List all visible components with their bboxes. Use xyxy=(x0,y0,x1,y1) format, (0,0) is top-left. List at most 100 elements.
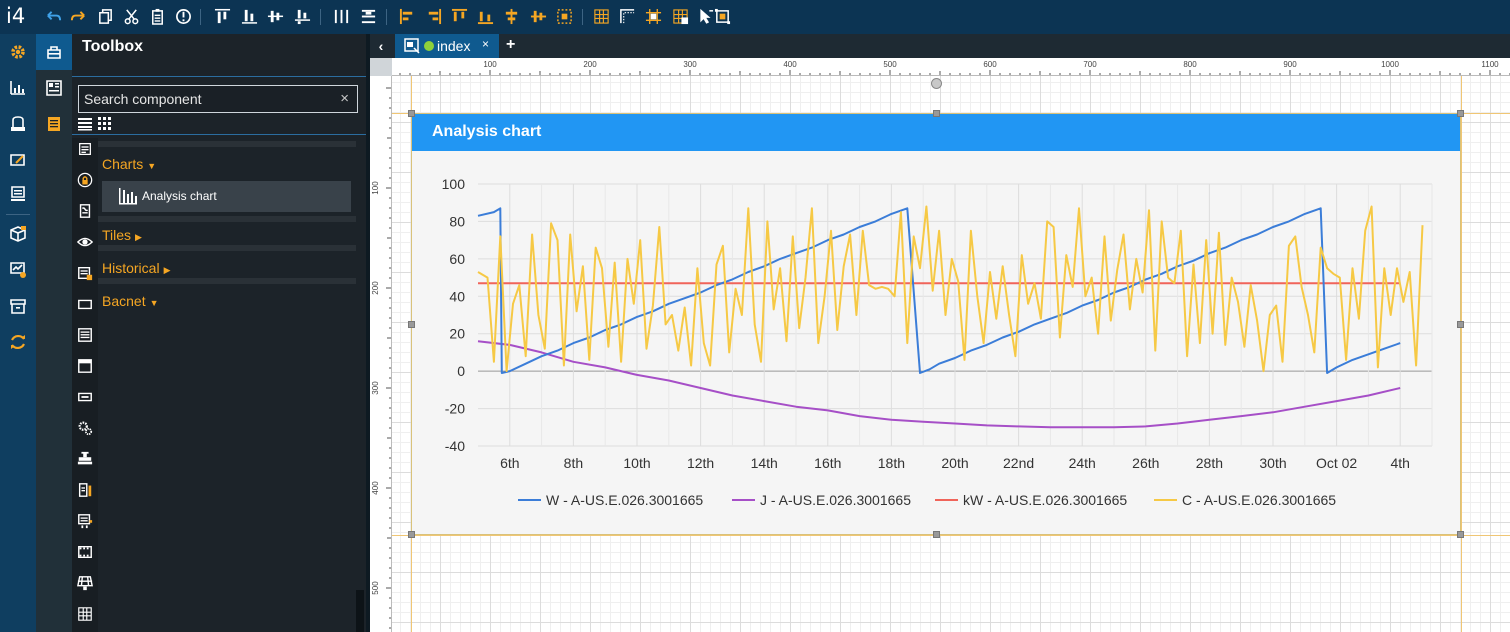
legend-label[interactable]: W - A-US.E.026.3001665 xyxy=(546,492,703,508)
component-filter-gears[interactable] xyxy=(77,420,93,436)
panel-tab-pages[interactable] xyxy=(36,106,72,142)
category-divider xyxy=(98,216,356,222)
align-bottom-button[interactable] xyxy=(241,8,258,25)
grid-view-icon[interactable] xyxy=(98,117,112,131)
align-left-button[interactable] xyxy=(399,8,416,25)
rectangle-icon xyxy=(78,299,92,310)
category-label: Tiles xyxy=(102,227,132,243)
component-filter-battery[interactable] xyxy=(77,482,93,498)
resize-handle[interactable] xyxy=(933,110,940,117)
pointer-button[interactable] xyxy=(698,8,715,25)
add-tab-button[interactable]: + xyxy=(506,36,516,53)
rail-dashboard[interactable] xyxy=(8,78,28,98)
undo-button[interactable] xyxy=(45,8,62,25)
grid-snap-button[interactable] xyxy=(672,8,689,25)
category-tiles[interactable]: Tiles ▶ xyxy=(102,227,142,243)
rail-deploy[interactable] xyxy=(8,224,28,244)
resize-handle[interactable] xyxy=(408,531,415,538)
component-filter-valve[interactable] xyxy=(77,451,93,467)
category-bacnet[interactable]: Bacnet ▼ xyxy=(102,293,159,309)
paste-button[interactable] xyxy=(149,8,166,25)
cut-button[interactable] xyxy=(123,8,140,25)
rail-edit-screen[interactable] xyxy=(8,150,28,170)
rotate-handle[interactable] xyxy=(931,78,942,89)
center-both-button[interactable] xyxy=(556,8,573,25)
align-center-bottom-button[interactable] xyxy=(477,8,494,25)
resize-handle[interactable] xyxy=(933,531,940,538)
x-tick-label: 12th xyxy=(687,455,714,471)
ruler-label: 300 xyxy=(683,60,697,69)
component-filter-list[interactable] xyxy=(77,327,93,343)
panel-tab-layout[interactable] xyxy=(36,70,72,106)
center-v-button[interactable] xyxy=(530,8,547,25)
analysis-chart-widget[interactable]: Analysis chart 100 80 60 40 20 0 -20 -40 6th 8th 1… xyxy=(411,113,1461,535)
x-tick-label: 4th xyxy=(1390,455,1409,471)
toolbox-panel: Toolbox × Charts▼ Analysis chart Tiles▶ … xyxy=(72,34,366,632)
clear-search-icon[interactable]: × xyxy=(340,90,349,107)
caret-down-icon: ▼ xyxy=(149,298,159,308)
resize-handle[interactable] xyxy=(1457,110,1464,117)
align-right-button[interactable] xyxy=(425,8,442,25)
category-divider xyxy=(98,278,356,284)
toolbar-separator xyxy=(200,9,201,25)
tab-index[interactable]: index × xyxy=(395,34,499,58)
component-filter-grid-table[interactable] xyxy=(77,606,93,622)
rail-device[interactable] xyxy=(8,114,28,134)
align-left-icon xyxy=(399,8,413,25)
align-center-top-button[interactable] xyxy=(451,8,468,25)
redo-button[interactable] xyxy=(70,8,87,25)
rail-refresh[interactable] xyxy=(8,332,28,352)
align-top-button[interactable] xyxy=(214,8,231,25)
component-filter-film[interactable] xyxy=(77,544,93,560)
resize-handle[interactable] xyxy=(408,321,415,328)
align-vcenter-button[interactable] xyxy=(267,8,284,25)
frame-button[interactable] xyxy=(714,8,731,25)
component-filter-rectangle[interactable] xyxy=(77,296,93,312)
legend-label[interactable]: C - A-US.E.026.3001665 xyxy=(1182,492,1336,508)
center-h-button[interactable] xyxy=(503,8,520,25)
grid-button[interactable] xyxy=(593,8,610,25)
category-charts[interactable]: Charts ▼ xyxy=(102,156,156,172)
rail-settings-gear[interactable] xyxy=(8,42,28,62)
component-filter-solar[interactable] xyxy=(77,575,93,591)
list-view-icon[interactable] xyxy=(78,117,92,131)
rail-monitor-settings[interactable] xyxy=(8,260,28,280)
resize-handle[interactable] xyxy=(408,110,415,117)
collapse-panel-button[interactable]: ‹ xyxy=(378,38,384,54)
corner-button[interactable] xyxy=(619,8,636,25)
component-filter-chiller[interactable] xyxy=(77,513,93,529)
edit-screen-icon xyxy=(10,154,25,166)
component-filter-lock[interactable] xyxy=(77,172,93,188)
legend-label[interactable]: kW - A-US.E.026.3001665 xyxy=(963,492,1127,508)
distribute-h-button[interactable] xyxy=(333,8,350,25)
caret-down-icon: ▼ xyxy=(147,161,157,171)
align-baseline-button[interactable] xyxy=(294,8,311,25)
copy-button[interactable] xyxy=(97,8,114,25)
panel-scrollbar[interactable] xyxy=(356,590,364,632)
legend-label[interactable]: J - A-US.E.026.3001665 xyxy=(760,492,911,508)
report-icon xyxy=(11,186,25,201)
panel-tab-toolbox[interactable] xyxy=(36,34,72,70)
resize-handle[interactable] xyxy=(1457,321,1464,328)
category-historical[interactable]: Historical ▶ xyxy=(102,260,171,276)
grid-table-icon xyxy=(78,607,92,621)
snap-button[interactable] xyxy=(645,8,662,25)
rail-archive[interactable] xyxy=(8,296,28,316)
resize-handle[interactable] xyxy=(1457,531,1464,538)
panel-resize-handle[interactable] xyxy=(366,34,370,632)
align-center-top-icon xyxy=(451,8,468,22)
component-filter-text[interactable] xyxy=(77,141,93,157)
distribute-v-button[interactable] xyxy=(360,8,377,25)
component-filter-eye[interactable] xyxy=(76,234,94,250)
component-filter-button[interactable] xyxy=(77,389,93,405)
close-tab-icon[interactable]: × xyxy=(482,37,490,51)
rail-report[interactable] xyxy=(8,184,28,204)
search-input[interactable] xyxy=(79,86,329,112)
component-filter-badge[interactable] xyxy=(77,265,93,281)
y-tick-label: 80 xyxy=(449,213,465,229)
info-button[interactable] xyxy=(175,8,192,25)
component-filter-script[interactable] xyxy=(77,203,93,219)
x-tick-label: 14th xyxy=(751,455,778,471)
component-filter-window[interactable] xyxy=(77,358,93,374)
component-analysis-chart[interactable]: Analysis chart xyxy=(102,181,351,212)
